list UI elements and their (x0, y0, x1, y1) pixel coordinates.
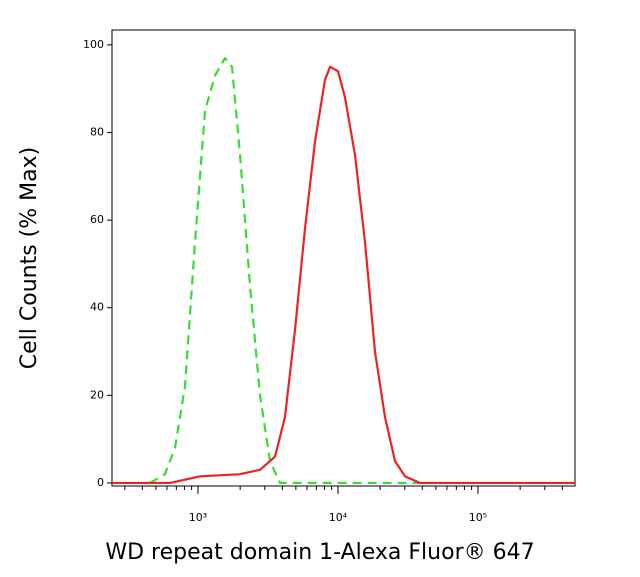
y-tick-label: 20 (90, 388, 104, 401)
y-axis-label: Cell Counts (% Max) (17, 147, 42, 369)
x-tick-label: 10³ (189, 511, 207, 524)
x-tick-label: 10⁵ (469, 511, 487, 524)
y-tick-label: 60 (90, 213, 104, 226)
y-tick-label: 80 (90, 126, 104, 139)
y-tick-label: 40 (90, 301, 104, 314)
series-line (149, 56, 436, 485)
y-tick-label: 100 (83, 38, 104, 51)
x-axis-label: WD repeat domain 1-Alexa Fluor® 647 (105, 540, 534, 565)
x-tick-label: 10⁴ (329, 511, 348, 524)
series-line (112, 65, 575, 485)
y-tick-label: 0 (97, 476, 104, 489)
plot-frame (111, 29, 576, 487)
